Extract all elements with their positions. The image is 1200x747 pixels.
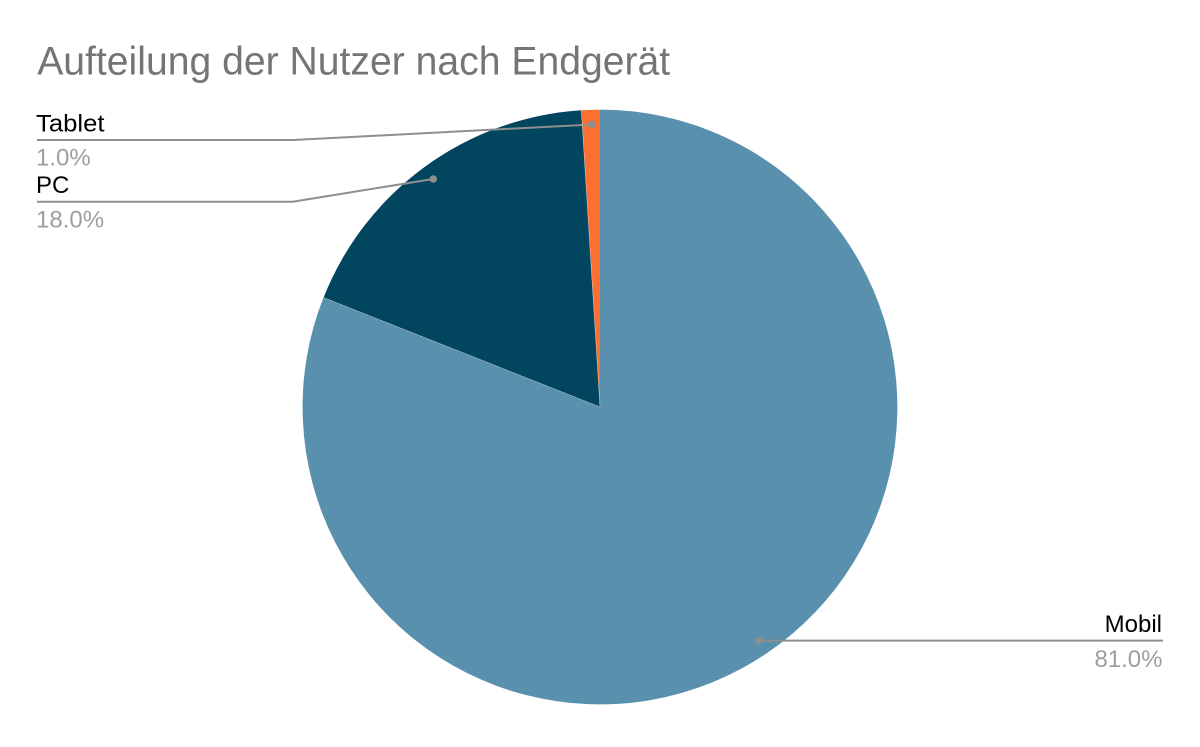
svg-text:Aufteilung der Nutzer nach End: Aufteilung der Nutzer nach Endgerät bbox=[37, 40, 670, 84]
svg-text:1.0%: 1.0% bbox=[36, 145, 91, 172]
svg-text:PC: PC bbox=[36, 172, 69, 199]
svg-text:Mobil: Mobil bbox=[1105, 611, 1162, 638]
svg-text:18.0%: 18.0% bbox=[36, 207, 104, 234]
svg-text:Tablet: Tablet bbox=[36, 110, 105, 137]
svg-text:81.0%: 81.0% bbox=[1094, 646, 1162, 673]
